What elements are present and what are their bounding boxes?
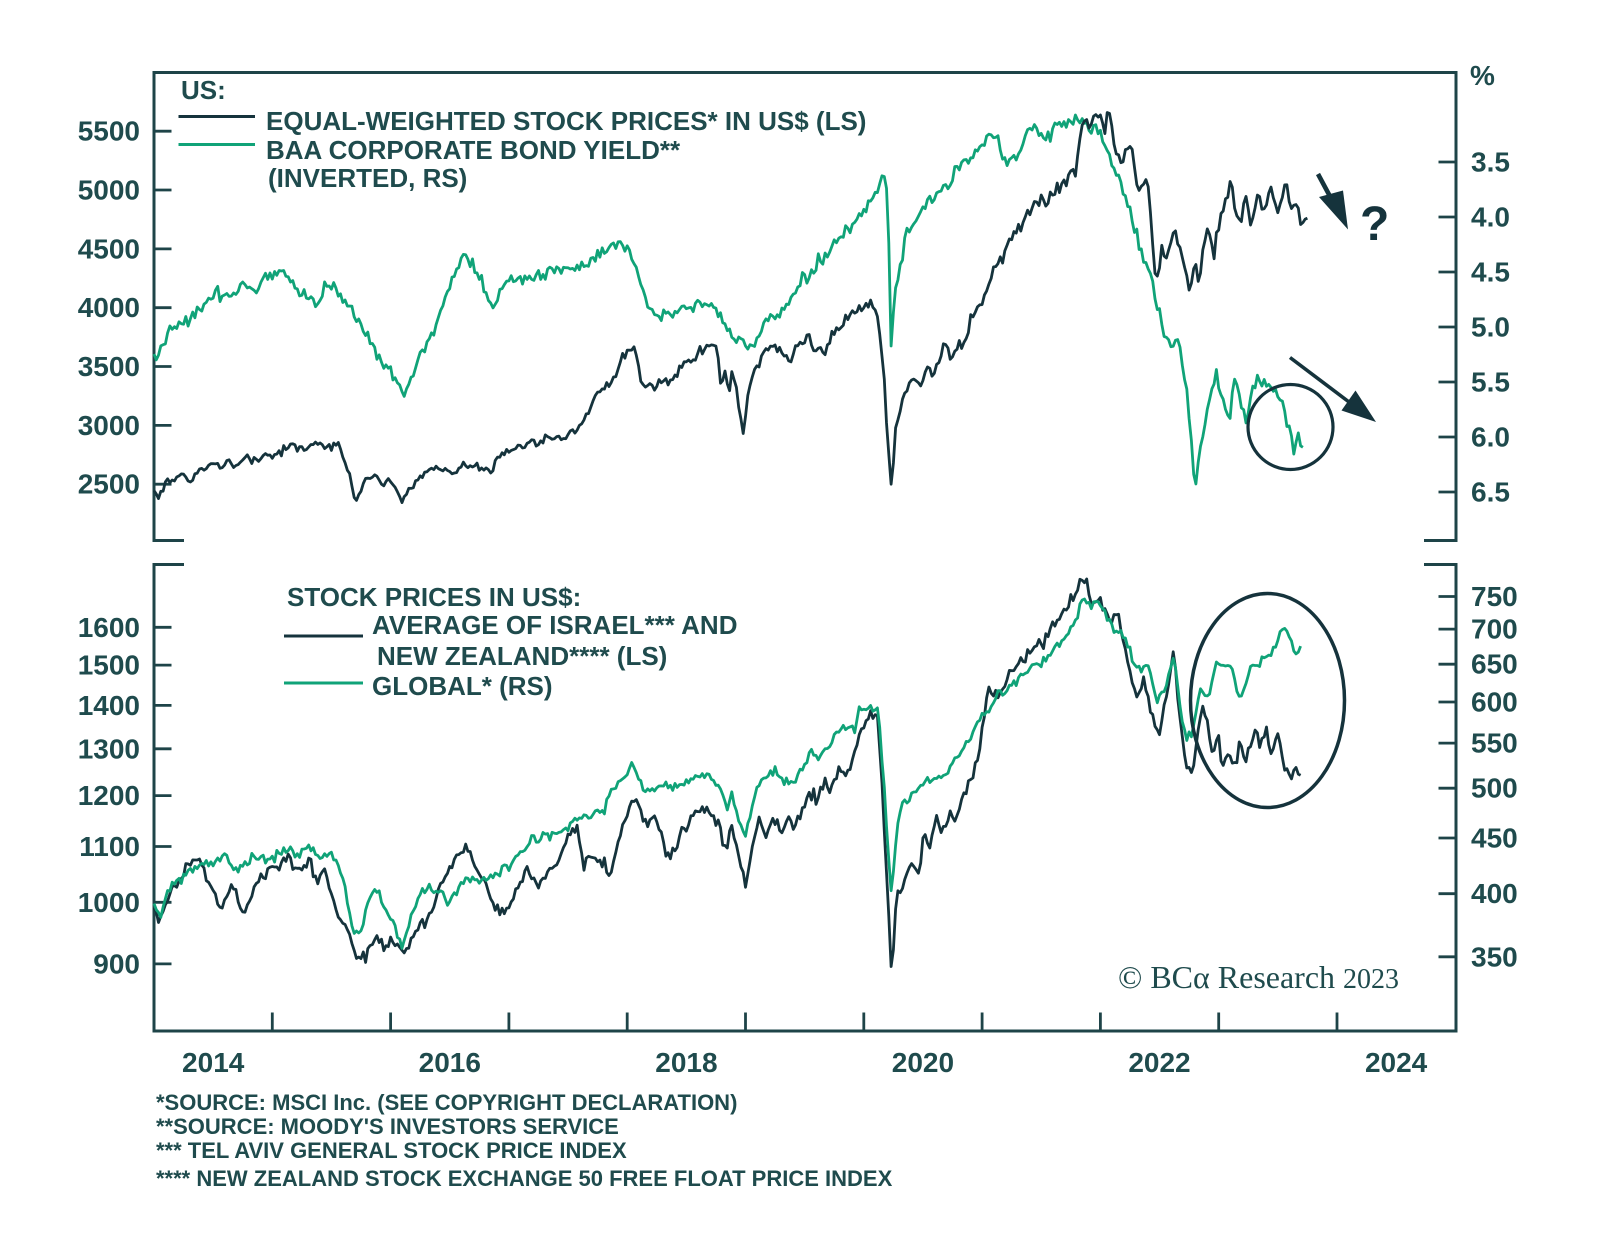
svg-text:2014: 2014 <box>182 1047 245 1078</box>
svg-text:5000: 5000 <box>78 175 140 206</box>
svg-text:1400: 1400 <box>78 690 140 721</box>
svg-text:*** TEL AVIV GENERAL STOCK PRI: *** TEL AVIV GENERAL STOCK PRICE INDEX <box>156 1138 627 1163</box>
svg-text:2500: 2500 <box>78 469 140 500</box>
svg-text:STOCK PRICES IN US$:: STOCK PRICES IN US$: <box>287 582 581 612</box>
svg-text:400: 400 <box>1471 878 1518 909</box>
svg-text:1600: 1600 <box>78 612 140 643</box>
svg-text:4000: 4000 <box>78 292 140 323</box>
svg-text:3000: 3000 <box>78 410 140 441</box>
svg-text:1200: 1200 <box>78 780 140 811</box>
svg-text:5.5: 5.5 <box>1471 367 1510 398</box>
svg-text:600: 600 <box>1471 687 1518 718</box>
svg-text:NEW ZEALAND**** (LS): NEW ZEALAND**** (LS) <box>377 641 667 671</box>
svg-text:4.0: 4.0 <box>1471 202 1510 233</box>
svg-text:3500: 3500 <box>78 351 140 382</box>
svg-text:3.5: 3.5 <box>1471 147 1510 178</box>
svg-text:1500: 1500 <box>78 650 140 681</box>
svg-text:6.5: 6.5 <box>1471 477 1510 508</box>
svg-text:4500: 4500 <box>78 233 140 264</box>
svg-text:BAA CORPORATE BOND YIELD**: BAA CORPORATE BOND YIELD** <box>266 135 681 165</box>
svg-text:?: ? <box>1360 198 1389 251</box>
svg-text:2024: 2024 <box>1365 1047 1428 1078</box>
svg-text:5.0: 5.0 <box>1471 312 1510 343</box>
svg-text:6.0: 6.0 <box>1471 422 1510 453</box>
svg-text:(INVERTED, RS): (INVERTED, RS) <box>268 163 467 193</box>
svg-text:4.5: 4.5 <box>1471 257 1510 288</box>
svg-text:AVERAGE OF ISRAEL*** AND: AVERAGE OF ISRAEL*** AND <box>372 610 738 640</box>
svg-text:650: 650 <box>1471 649 1518 680</box>
svg-text:1100: 1100 <box>79 831 140 862</box>
svg-text:**** NEW ZEALAND STOCK EXCHANG: **** NEW ZEALAND STOCK EXCHANGE 50 FREE … <box>156 1166 893 1191</box>
svg-text:2018: 2018 <box>655 1047 717 1078</box>
svg-text:1300: 1300 <box>78 733 140 764</box>
svg-text:US:: US: <box>181 75 226 105</box>
svg-text:450: 450 <box>1471 823 1518 854</box>
svg-text:1000: 1000 <box>78 887 140 918</box>
svg-text:700: 700 <box>1471 614 1518 645</box>
svg-text:550: 550 <box>1471 728 1518 759</box>
svg-text:5500: 5500 <box>78 116 140 147</box>
svg-text:2016: 2016 <box>419 1047 481 1078</box>
svg-text:350: 350 <box>1471 941 1518 972</box>
svg-text:900: 900 <box>93 948 140 979</box>
svg-text:EQUAL-WEIGHTED STOCK PRICES* I: EQUAL-WEIGHTED STOCK PRICES* IN US$ (LS) <box>266 106 866 136</box>
svg-text:500: 500 <box>1471 773 1518 804</box>
svg-text:© BCα Research 2023: © BCα Research 2023 <box>1118 959 1399 995</box>
svg-text:2020: 2020 <box>892 1047 954 1078</box>
svg-text:*SOURCE: MSCI Inc. (SEE COPYRI: *SOURCE: MSCI Inc. (SEE COPYRIGHT DECLAR… <box>156 1090 737 1115</box>
svg-text:GLOBAL* (RS): GLOBAL* (RS) <box>372 671 553 701</box>
svg-text:750: 750 <box>1471 581 1518 612</box>
svg-text:%: % <box>1470 60 1495 91</box>
svg-text:**SOURCE: MOODY'S INVESTORS SE: **SOURCE: MOODY'S INVESTORS SERVICE <box>156 1114 619 1139</box>
svg-text:2022: 2022 <box>1128 1047 1190 1078</box>
